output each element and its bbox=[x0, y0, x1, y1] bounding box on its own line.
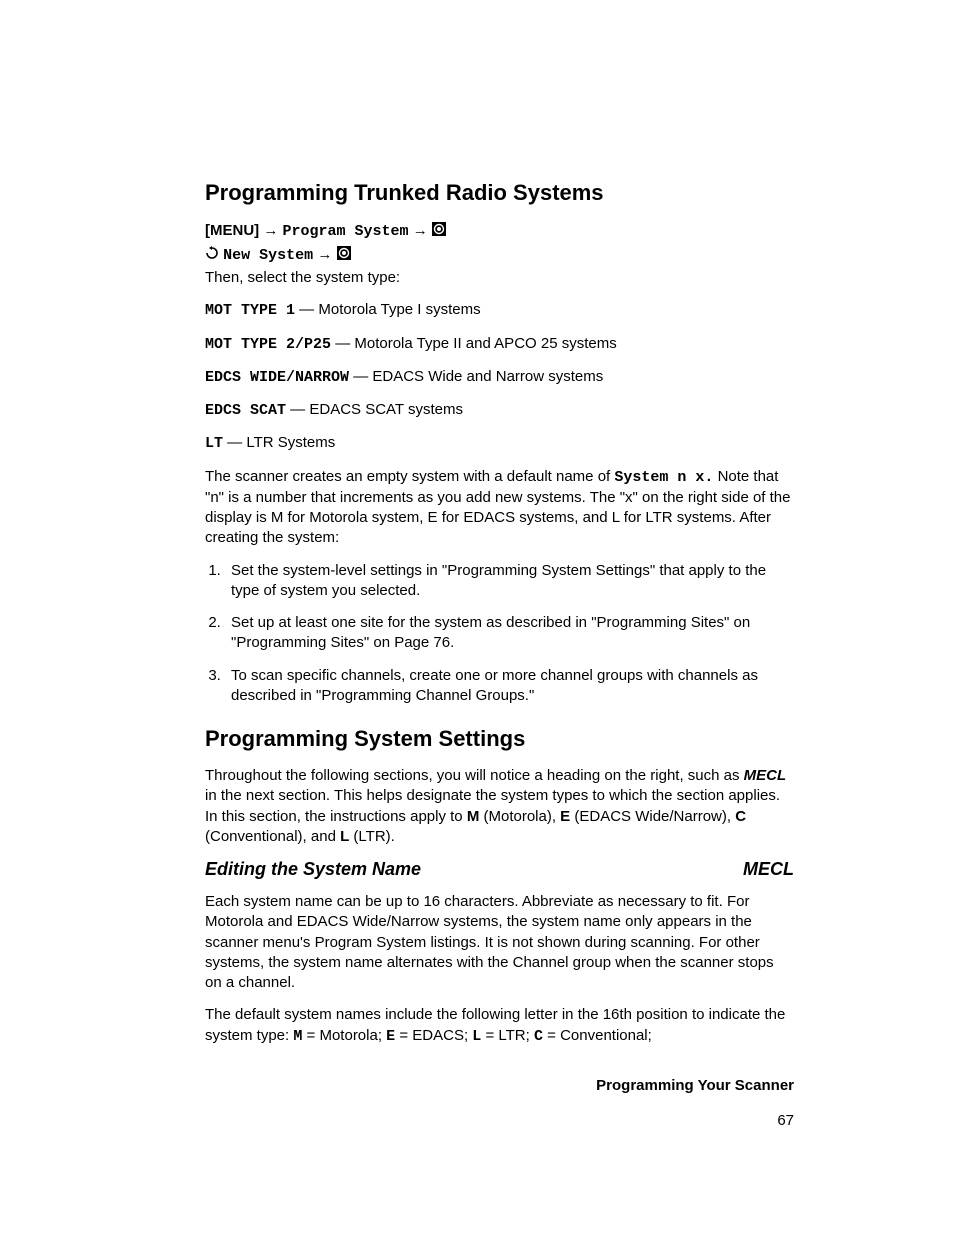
subheading-tag: MECL bbox=[743, 859, 794, 880]
def-edcswn: EDCS WIDE/NARROW — EDACS Wide and Narrow… bbox=[205, 367, 794, 388]
step-1: Set the system-level settings in "Progra… bbox=[225, 561, 794, 602]
enter-icon bbox=[337, 245, 351, 266]
document-page: Programming Trunked Radio Systems [MENU]… bbox=[0, 0, 954, 1129]
nav-then: Then, select the system type: bbox=[205, 268, 794, 288]
def-term: EDCS WIDE/NARROW bbox=[205, 369, 349, 386]
arrow-icon: → bbox=[317, 246, 332, 263]
menu-key: [MENU] bbox=[205, 222, 259, 239]
def-desc: — LTR Systems bbox=[223, 434, 335, 451]
text: (EDACS Wide/Narrow), bbox=[570, 808, 735, 825]
def-term: MOT TYPE 1 bbox=[205, 302, 295, 319]
def-term: EDCS SCAT bbox=[205, 402, 286, 419]
arrow-icon: → bbox=[413, 222, 428, 239]
step-2: Set up at least one site for the system … bbox=[225, 613, 794, 654]
text: (Motorola), bbox=[479, 808, 560, 825]
footer-section: Programming Your Scanner bbox=[205, 1077, 794, 1094]
def-desc: — Motorola Type II and APCO 25 systems bbox=[331, 335, 617, 352]
para-mecl-explain: Throughout the following sections, you w… bbox=[205, 766, 794, 847]
code-c: C bbox=[735, 808, 746, 825]
def-desc: — EDACS SCAT systems bbox=[286, 401, 463, 418]
code-e: E bbox=[560, 808, 570, 825]
step-3: To scan specific channels, create one or… bbox=[225, 666, 794, 707]
code-e: E bbox=[386, 1028, 395, 1045]
def-desc: — Motorola Type I systems bbox=[295, 301, 481, 318]
text: Throughout the following sections, you w… bbox=[205, 767, 744, 784]
text: (Conventional), and bbox=[205, 828, 340, 845]
code-system-nx: System n x. bbox=[614, 469, 713, 486]
code-l: L bbox=[472, 1028, 481, 1045]
nav-program-system: Program System bbox=[283, 223, 409, 240]
arrow-icon: → bbox=[263, 222, 278, 239]
text: = EDACS; bbox=[395, 1027, 472, 1044]
nav-line-1: [MENU] → Program System → bbox=[205, 220, 794, 242]
def-term: MOT TYPE 2/P25 bbox=[205, 336, 331, 353]
text: = Conventional; bbox=[543, 1027, 652, 1044]
code-l: L bbox=[340, 828, 349, 845]
enter-icon bbox=[432, 221, 446, 242]
heading-system-settings: Programming System Settings bbox=[205, 726, 794, 752]
def-lt: LT — LTR Systems bbox=[205, 433, 794, 454]
text: = LTR; bbox=[481, 1027, 534, 1044]
def-mot1: MOT TYPE 1 — Motorola Type I systems bbox=[205, 300, 794, 321]
text: = Motorola; bbox=[302, 1027, 386, 1044]
subheading-title: Editing the System Name bbox=[205, 859, 421, 880]
para-system-name: Each system name can be up to 16 charact… bbox=[205, 892, 794, 993]
def-edcss: EDCS SCAT — EDACS SCAT systems bbox=[205, 400, 794, 421]
para-default-letters: The default system names include the fol… bbox=[205, 1005, 794, 1047]
text: (LTR). bbox=[349, 828, 395, 845]
scroll-icon bbox=[205, 245, 219, 266]
def-term: LT bbox=[205, 435, 223, 452]
footer-page-number: 67 bbox=[205, 1112, 794, 1129]
def-mot2: MOT TYPE 2/P25 — Motorola Type II and AP… bbox=[205, 334, 794, 355]
para-default-name: The scanner creates an empty system with… bbox=[205, 467, 794, 549]
code-c: C bbox=[534, 1028, 543, 1045]
nav-new-system: New System bbox=[223, 247, 313, 264]
text: The scanner creates an empty system with… bbox=[205, 468, 614, 485]
def-desc: — EDACS Wide and Narrow systems bbox=[349, 368, 603, 385]
steps-list: Set the system-level settings in "Progra… bbox=[205, 561, 794, 707]
nav-line-2: New System → bbox=[205, 244, 794, 266]
mecl-tag: MECL bbox=[744, 767, 787, 784]
subheading-row: Editing the System Name MECL bbox=[205, 859, 794, 880]
code-m: M bbox=[467, 808, 480, 825]
heading-trunked: Programming Trunked Radio Systems bbox=[205, 180, 794, 206]
